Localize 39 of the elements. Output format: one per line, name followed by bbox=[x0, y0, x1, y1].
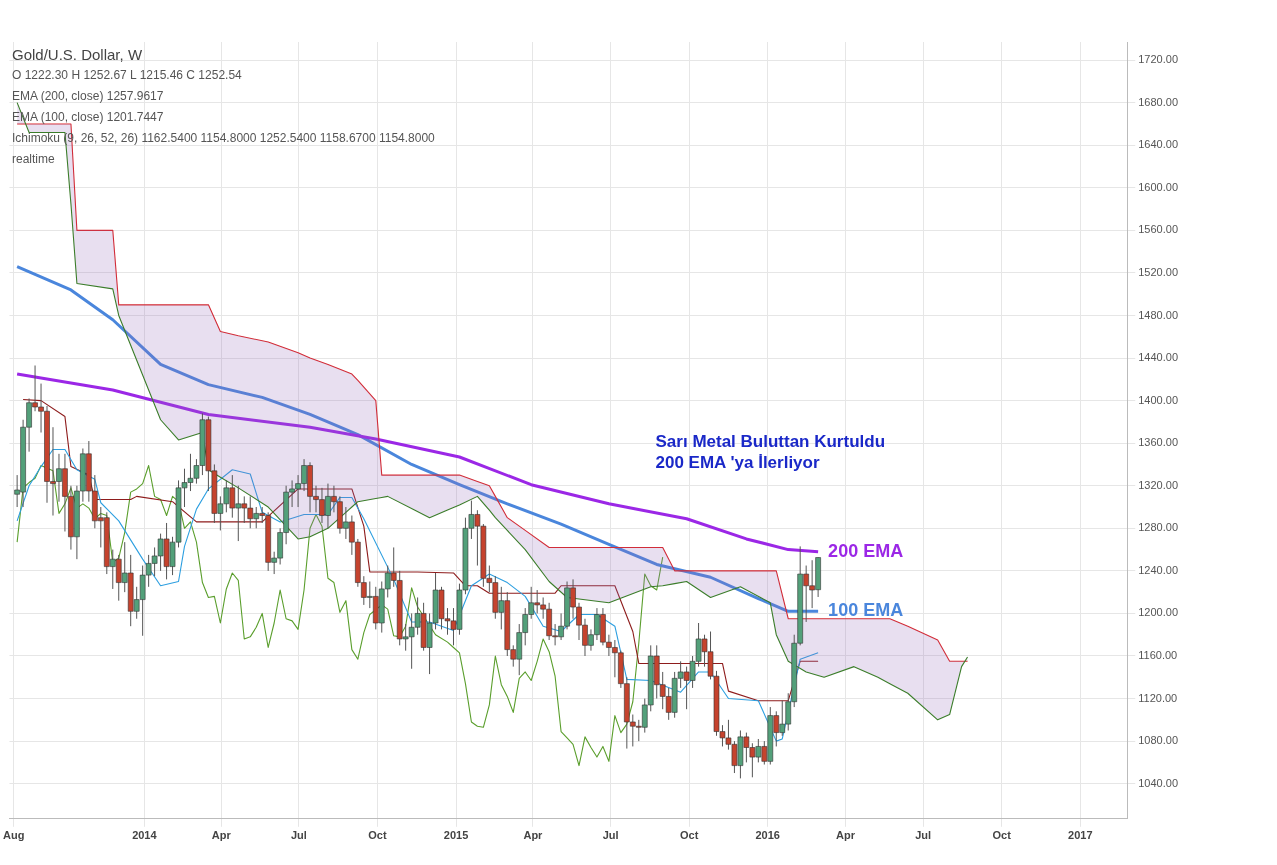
y-tick-label: 1680.00 bbox=[1138, 95, 1178, 108]
y-tick-label: 1640.00 bbox=[1138, 138, 1178, 151]
x-tick-label: Apr bbox=[835, 829, 856, 842]
x-tick-label: Jul bbox=[290, 829, 307, 842]
y-tick-label: 1720.00 bbox=[1138, 53, 1178, 66]
annotation: EMA (200, close) 1257.9617 bbox=[12, 88, 165, 105]
x-tick-label: 2016 bbox=[755, 829, 780, 842]
x-tick-label: Oct bbox=[368, 829, 387, 842]
y-tick-label: 1280.00 bbox=[1138, 521, 1178, 534]
x-tick-label: 2017 bbox=[1068, 829, 1093, 842]
y-tick-label: 1080.00 bbox=[1138, 734, 1178, 747]
x-tick-label: 2015 bbox=[443, 829, 469, 842]
y-tick-label: 1040.00 bbox=[1138, 776, 1178, 789]
y-tick-label: 1600.00 bbox=[1138, 180, 1178, 193]
y-tick-label: 1240.00 bbox=[1138, 563, 1178, 576]
x-tick-label: Oct bbox=[992, 829, 1012, 842]
annotation: O 1222.30 H 1252.67 L 1215.46 C 1252.54 bbox=[12, 67, 243, 84]
series-label: 100 EMA bbox=[828, 600, 904, 621]
x-tick-label: Jul bbox=[915, 829, 932, 842]
x-tick-label: 2014 bbox=[132, 829, 158, 842]
y-tick-label: 1520.00 bbox=[1138, 265, 1178, 278]
y-tick-label: 1480.00 bbox=[1138, 308, 1178, 321]
x-tick-label: Apr bbox=[523, 829, 544, 842]
y-tick-label: 1400.00 bbox=[1138, 393, 1178, 406]
y-tick-label: 1200.00 bbox=[1138, 606, 1178, 619]
x-tick-label: Aug bbox=[3, 829, 25, 842]
series-label: 200 EMA bbox=[828, 540, 904, 561]
y-tick-label: 1440.00 bbox=[1138, 351, 1178, 364]
x-tick-label: Oct bbox=[680, 829, 699, 842]
y-tick-label: 1560.00 bbox=[1138, 223, 1178, 236]
x-tick-label: Jul bbox=[602, 829, 619, 842]
y-tick-label: 1320.00 bbox=[1138, 478, 1178, 491]
annotation: realtime bbox=[12, 151, 56, 168]
y-tick-label: 1360.00 bbox=[1138, 436, 1178, 449]
y-tick-label: 1120.00 bbox=[1138, 691, 1178, 704]
x-tick-label: Apr bbox=[211, 829, 232, 842]
annotation: Sarı Metal Buluttan Kurtuldu 200 EMA 'ya İlerliyor bbox=[655, 431, 886, 472]
chart-title: Gold/U.S. Dollar, W bbox=[12, 45, 144, 65]
y-tick-label: 1160.00 bbox=[1138, 649, 1178, 662]
